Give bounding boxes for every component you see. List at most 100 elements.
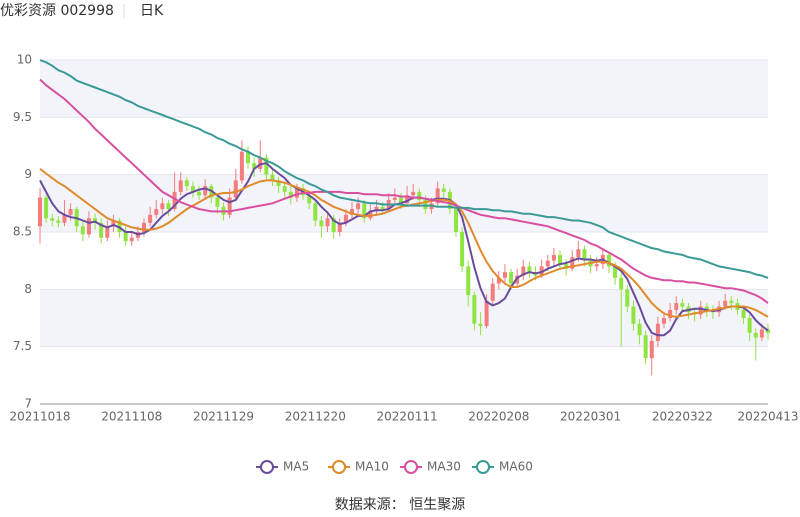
candle-body <box>509 272 514 284</box>
candle-body <box>521 266 526 276</box>
candle-body <box>625 289 630 307</box>
x-tick-label: 20220111 <box>377 410 438 424</box>
candle-body <box>105 226 110 238</box>
candle-body <box>380 206 385 210</box>
x-tick-label: 20211018 <box>9 410 70 424</box>
candle-body <box>288 191 293 198</box>
candle-body <box>356 203 361 210</box>
candle-body <box>86 218 91 235</box>
candle-body <box>723 300 728 307</box>
legend-marker <box>332 460 346 474</box>
legend-item[interactable]: MA30 <box>400 460 461 474</box>
candle-body <box>350 209 354 215</box>
candle-body <box>203 186 208 196</box>
candle-body <box>466 266 471 296</box>
candle-body <box>454 209 458 232</box>
candle-body <box>766 329 770 333</box>
candle-body <box>307 195 312 204</box>
candle-body <box>276 180 281 187</box>
x-tick-label: 20220208 <box>468 410 529 424</box>
candle-body <box>123 232 128 242</box>
candle-body <box>38 197 42 227</box>
x-tick-label: 20220301 <box>560 410 621 424</box>
y-tick-label: 8.5 <box>13 225 32 239</box>
x-tick-label: 20220322 <box>652 410 713 424</box>
ma-line <box>39 162 769 337</box>
legend-item[interactable]: MA5 <box>256 460 309 474</box>
candle-body <box>405 195 410 204</box>
candle-body <box>582 249 587 261</box>
candle-body <box>337 222 342 232</box>
candle-body <box>496 277 501 284</box>
candle-body <box>178 180 183 192</box>
legend-item[interactable]: MA10 <box>328 460 389 474</box>
candle-body <box>148 214 153 223</box>
candle-body <box>435 188 440 204</box>
candle-body <box>759 329 764 338</box>
candle-body <box>490 283 495 301</box>
candle-body <box>270 174 275 181</box>
candle-body <box>576 249 581 258</box>
y-tick-label: 10 <box>17 53 32 67</box>
grid-band <box>40 174 768 232</box>
legend-label: MA60 <box>499 460 533 474</box>
candle-body <box>594 264 599 267</box>
candle-body <box>44 197 49 219</box>
candle-body <box>313 203 318 221</box>
candle-body <box>478 323 483 327</box>
y-tick-label: 7.5 <box>13 339 32 353</box>
candle-body <box>331 218 336 232</box>
candle-body <box>172 191 177 210</box>
candle-body <box>545 260 550 267</box>
y-tick-label: 7 <box>24 397 32 411</box>
grid-band <box>40 60 768 118</box>
candle-body <box>362 203 367 219</box>
candle-body <box>166 203 171 210</box>
candle-body <box>56 220 61 223</box>
legend-marker <box>260 460 274 474</box>
candle-body <box>411 191 416 196</box>
y-tick-label: 9 <box>24 167 32 181</box>
candle-body <box>282 186 287 192</box>
candle-body <box>613 266 618 278</box>
candle-body <box>472 295 477 324</box>
legend-marker <box>476 460 490 474</box>
candle-body <box>111 220 116 227</box>
candle-body <box>227 197 232 215</box>
candle-body <box>252 163 257 169</box>
ma-line <box>39 168 769 318</box>
legend-label: MA10 <box>355 460 389 474</box>
candle-body <box>368 211 373 219</box>
candle-body <box>631 306 636 324</box>
x-tick-label: 20211108 <box>101 410 162 424</box>
period-label: 日K <box>140 3 164 19</box>
candle-body <box>215 197 220 207</box>
candle-body <box>649 340 654 359</box>
candle-body <box>239 151 244 181</box>
legend-marker <box>404 460 418 474</box>
candle-body <box>527 266 532 273</box>
candle-body <box>637 323 642 336</box>
candle-body <box>417 191 422 200</box>
candle-body <box>747 318 752 333</box>
candle-body <box>570 257 575 269</box>
chart-title: 优彩资源 002998 <box>0 3 114 19</box>
candle-body <box>460 232 465 267</box>
candle-body <box>662 318 666 324</box>
candle-body <box>484 300 489 327</box>
candle-body <box>197 191 202 196</box>
candle-body <box>619 277 624 290</box>
candle-body <box>190 186 195 192</box>
legend-item[interactable]: MA60 <box>472 460 533 474</box>
candle-body <box>50 218 55 221</box>
candle-body <box>643 335 648 359</box>
x-tick-label: 20211220 <box>285 410 346 424</box>
candle-body <box>441 188 446 192</box>
candle-body <box>343 214 348 223</box>
candle-body <box>117 220 122 232</box>
candle-body <box>258 157 263 169</box>
ma-line <box>39 78 769 304</box>
candle-body <box>184 180 189 187</box>
candle-body <box>398 197 403 204</box>
